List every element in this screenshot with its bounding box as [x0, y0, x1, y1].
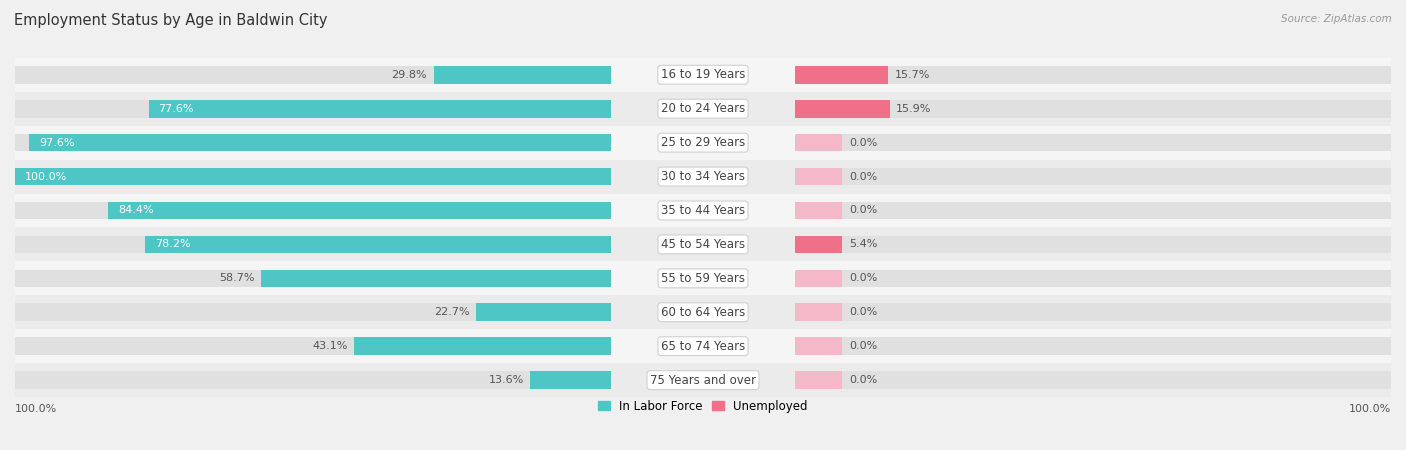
Bar — [15, 58, 1391, 92]
Bar — [15, 363, 1391, 397]
Bar — [15, 295, 1391, 329]
Bar — [794, 270, 842, 287]
Text: 55 to 59 Years: 55 to 59 Years — [661, 272, 745, 285]
Bar — [15, 338, 612, 355]
Bar — [15, 270, 612, 287]
Bar — [15, 92, 1391, 126]
Legend: In Labor Force, Unemployed: In Labor Force, Unemployed — [593, 395, 813, 418]
Bar — [794, 168, 1391, 185]
Text: 0.0%: 0.0% — [849, 273, 877, 284]
Bar — [15, 126, 1391, 160]
Bar — [794, 303, 842, 321]
Bar — [794, 66, 889, 84]
Bar — [433, 66, 612, 84]
Bar — [15, 100, 612, 117]
Text: 84.4%: 84.4% — [118, 206, 153, 216]
Text: 15.7%: 15.7% — [894, 70, 931, 80]
Bar — [15, 329, 1391, 363]
Bar — [530, 371, 612, 389]
Bar — [15, 236, 612, 253]
Text: 60 to 64 Years: 60 to 64 Years — [661, 306, 745, 319]
Text: Source: ZipAtlas.com: Source: ZipAtlas.com — [1281, 14, 1392, 23]
Bar — [15, 371, 612, 389]
Text: 13.6%: 13.6% — [488, 375, 523, 385]
Bar — [15, 160, 1391, 194]
Bar — [794, 303, 1391, 321]
Bar — [794, 338, 1391, 355]
Text: 35 to 44 Years: 35 to 44 Years — [661, 204, 745, 217]
Bar — [15, 168, 612, 185]
Bar — [794, 202, 1391, 219]
Bar — [15, 227, 1391, 261]
Text: 45 to 54 Years: 45 to 54 Years — [661, 238, 745, 251]
Bar — [794, 371, 1391, 389]
Bar — [149, 100, 612, 117]
Text: 100.0%: 100.0% — [1348, 404, 1391, 414]
Bar — [15, 202, 612, 219]
Bar — [794, 236, 842, 253]
Bar — [794, 100, 1391, 117]
Text: 20 to 24 Years: 20 to 24 Years — [661, 102, 745, 115]
Bar — [794, 66, 1391, 84]
Text: 0.0%: 0.0% — [849, 206, 877, 216]
Text: 5.4%: 5.4% — [849, 239, 877, 249]
Text: 75 Years and over: 75 Years and over — [650, 374, 756, 387]
Bar — [794, 338, 842, 355]
Bar — [794, 134, 842, 152]
Bar — [794, 371, 842, 389]
Text: 58.7%: 58.7% — [219, 273, 254, 284]
Bar — [15, 194, 1391, 227]
Text: 16 to 19 Years: 16 to 19 Years — [661, 68, 745, 81]
Bar — [15, 66, 612, 84]
Bar — [262, 270, 612, 287]
Bar — [15, 261, 1391, 295]
Text: 0.0%: 0.0% — [849, 171, 877, 181]
Bar — [108, 202, 612, 219]
Bar — [794, 100, 890, 117]
Bar — [794, 236, 1391, 253]
Bar — [475, 303, 612, 321]
Text: 0.0%: 0.0% — [849, 341, 877, 351]
Text: 0.0%: 0.0% — [849, 138, 877, 148]
Text: 77.6%: 77.6% — [159, 104, 194, 114]
Bar — [794, 134, 1391, 152]
Text: 97.6%: 97.6% — [39, 138, 75, 148]
Text: 22.7%: 22.7% — [433, 307, 470, 317]
Text: 78.2%: 78.2% — [155, 239, 190, 249]
Text: 100.0%: 100.0% — [25, 171, 67, 181]
Bar — [354, 338, 612, 355]
Text: 65 to 74 Years: 65 to 74 Years — [661, 340, 745, 353]
Text: 15.9%: 15.9% — [896, 104, 931, 114]
Text: 29.8%: 29.8% — [391, 70, 427, 80]
Bar — [794, 168, 842, 185]
Text: 43.1%: 43.1% — [312, 341, 347, 351]
Text: Employment Status by Age in Baldwin City: Employment Status by Age in Baldwin City — [14, 14, 328, 28]
Bar — [15, 303, 612, 321]
Text: 25 to 29 Years: 25 to 29 Years — [661, 136, 745, 149]
Bar — [794, 202, 842, 219]
Text: 0.0%: 0.0% — [849, 307, 877, 317]
Text: 0.0%: 0.0% — [849, 375, 877, 385]
Bar — [15, 168, 612, 185]
Bar — [15, 134, 612, 152]
Bar — [145, 236, 612, 253]
Bar — [30, 134, 612, 152]
Text: 30 to 34 Years: 30 to 34 Years — [661, 170, 745, 183]
Bar — [794, 270, 1391, 287]
Text: 100.0%: 100.0% — [15, 404, 58, 414]
